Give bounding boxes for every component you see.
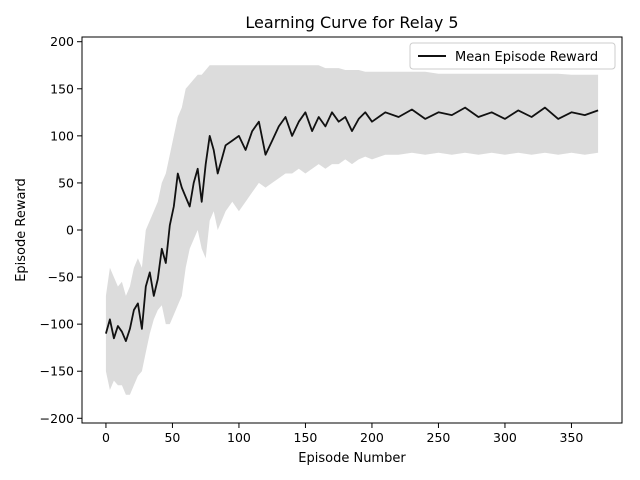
x-tick-label: 100 [227, 430, 251, 445]
plot-area [105, 65, 599, 395]
x-axis-label: Episode Number [298, 451, 406, 466]
y-tick-label: −100 [40, 317, 74, 332]
y-axis-label: Episode Reward [14, 178, 29, 282]
y-tick-label: 0 [66, 223, 74, 238]
y-axis: −200 −150 −100 −50 0 50 100 150 200 [40, 34, 82, 426]
y-tick-label: −150 [40, 364, 74, 379]
legend-label: Mean Episode Reward [455, 50, 598, 65]
y-tick-label: −50 [48, 270, 74, 285]
y-tick-label: 150 [50, 81, 74, 96]
x-tick-label: 150 [294, 430, 318, 445]
mean-reward-line [105, 106, 599, 343]
y-tick-label: 200 [50, 34, 74, 49]
legend-box [409, 42, 616, 70]
y-tick-label: −200 [40, 411, 74, 426]
x-tick-label: 50 [164, 430, 180, 445]
y-tick-label: 100 [50, 128, 74, 143]
reward-range-band [105, 65, 599, 395]
x-tick-label: 300 [493, 430, 517, 445]
x-tick-label: 250 [427, 430, 451, 445]
x-axis: 0 50 100 150 200 250 300 350 [102, 423, 583, 445]
y-tick-label: 50 [58, 175, 74, 190]
x-tick-label: 350 [560, 430, 584, 445]
legend: Mean Episode Reward [409, 42, 616, 70]
x-tick-label: 200 [360, 430, 384, 445]
chart-title: Learning Curve for Relay 5 [245, 13, 458, 32]
x-tick-label: 0 [102, 430, 110, 445]
